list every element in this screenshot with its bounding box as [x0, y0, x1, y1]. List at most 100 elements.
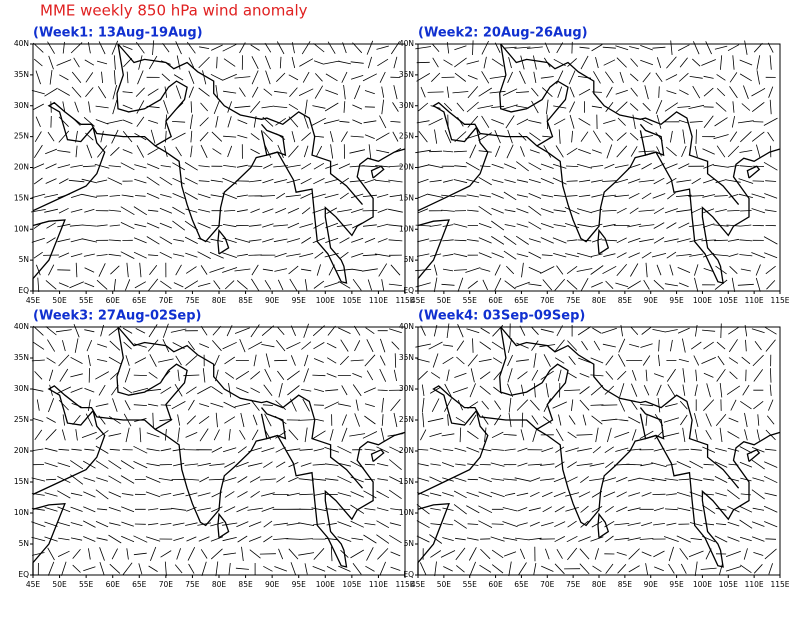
y-tick-label: 5N	[404, 539, 414, 548]
x-tick-label: 65E	[132, 296, 147, 305]
x-tick-label: 95E	[292, 580, 307, 589]
y-tick-label: 25N	[14, 132, 29, 141]
coastline	[746, 449, 761, 462]
x-tick-label: 95E	[292, 296, 307, 305]
y-tick-label: 15N	[399, 477, 414, 486]
x-tick-label: 65E	[514, 296, 529, 305]
x-tick-label: 70E	[159, 296, 174, 305]
y-tick-label: 10N	[14, 508, 29, 517]
y-tick-label: 20N	[14, 163, 29, 172]
x-tick-label: 85E	[618, 296, 633, 305]
coastline	[639, 123, 665, 157]
x-tick-label: 50E	[437, 296, 452, 305]
coastline	[217, 228, 230, 255]
x-tick-label: 55E	[79, 580, 94, 589]
coastline	[32, 385, 406, 568]
y-tick-label: 35N	[399, 353, 414, 362]
x-tick-label: 80E	[592, 296, 607, 305]
y-tick-label: 15N	[14, 193, 29, 202]
coastline	[116, 43, 188, 147]
coastline	[260, 123, 287, 157]
x-tick-label: 100E	[693, 580, 712, 589]
coastline	[417, 385, 781, 568]
y-tick-label: 15N	[399, 193, 414, 202]
x-tick-label: 75E	[566, 296, 581, 305]
y-tick-label: 20N	[399, 163, 414, 172]
x-tick-label: 85E	[618, 580, 633, 589]
y-tick-label: 40N	[14, 39, 29, 48]
y-tick-label: 20N	[14, 446, 29, 455]
x-tick-label: 115E	[395, 296, 414, 305]
x-tick-label: 45E	[26, 296, 41, 305]
wind-vectors	[30, 40, 403, 293]
x-tick-label: 45E	[411, 296, 426, 305]
coastline	[597, 512, 610, 539]
figure-title: MME weekly 850 hPa wind anomaly	[40, 2, 308, 20]
x-tick-label: 90E	[644, 296, 659, 305]
x-tick-label: 90E	[644, 580, 659, 589]
y-tick-label: EQ	[403, 570, 414, 579]
x-tick-label: 105E	[719, 580, 738, 589]
x-tick-label: 100E	[693, 296, 712, 305]
coastline	[217, 512, 230, 539]
wind-vectors	[31, 323, 404, 577]
y-tick-label: 25N	[399, 132, 414, 141]
x-tick-label: 90E	[265, 580, 280, 589]
panel-title: (Week2: 20Aug-26Aug)	[418, 26, 588, 41]
x-tick-label: 70E	[159, 580, 174, 589]
y-tick-label: 30N	[14, 384, 29, 393]
y-tick-label: 35N	[14, 353, 29, 362]
coastline	[370, 165, 385, 179]
x-tick-label: 80E	[592, 580, 607, 589]
y-tick-label: 40N	[399, 39, 414, 48]
wind-vectors	[415, 40, 778, 293]
x-tick-label: 105E	[342, 580, 361, 589]
x-tick-label: 115E	[770, 580, 789, 589]
y-tick-label: 10N	[399, 508, 414, 517]
x-tick-label: 100E	[316, 580, 335, 589]
x-tick-label: 110E	[745, 296, 764, 305]
x-tick-label: 80E	[212, 296, 227, 305]
y-tick-label: 10N	[14, 224, 29, 233]
x-tick-label: 105E	[719, 296, 738, 305]
x-tick-label: 65E	[132, 580, 147, 589]
x-tick-label: 65E	[514, 580, 529, 589]
x-tick-label: 75E	[566, 580, 581, 589]
y-tick-label: EQ	[18, 570, 29, 579]
panel-title: (Week3: 27Aug-02Sep)	[33, 309, 202, 324]
coastline	[117, 326, 363, 489]
x-tick-label: 50E	[437, 580, 452, 589]
y-tick-label: 30N	[14, 101, 29, 110]
y-tick-label: 5N	[19, 255, 29, 264]
y-tick-label: 15N	[14, 477, 29, 486]
y-tick-label: 30N	[399, 101, 414, 110]
x-tick-label: 60E	[106, 296, 121, 305]
x-tick-label: 60E	[488, 580, 503, 589]
y-tick-label: 35N	[14, 70, 29, 79]
coastline	[417, 101, 781, 284]
panel-title: (Week1: 13Aug-19Aug)	[33, 26, 203, 41]
y-tick-label: 20N	[399, 446, 414, 455]
x-tick-label: 55E	[463, 296, 478, 305]
coastline	[639, 407, 665, 440]
coastline	[746, 165, 761, 179]
x-tick-label: 95E	[669, 580, 684, 589]
x-tick-label: 60E	[106, 580, 121, 589]
coastline	[500, 326, 740, 489]
x-tick-label: 50E	[52, 580, 67, 589]
x-tick-label: 95E	[669, 296, 684, 305]
x-tick-label: 110E	[369, 580, 388, 589]
x-tick-label: 50E	[52, 296, 67, 305]
y-tick-label: EQ	[18, 286, 29, 295]
coastline	[117, 43, 363, 206]
y-tick-label: 25N	[14, 415, 29, 424]
coastline	[370, 449, 385, 463]
coastline	[597, 228, 610, 255]
coastline	[500, 43, 740, 206]
x-tick-label: 110E	[369, 296, 388, 305]
y-tick-label: 5N	[404, 255, 414, 264]
x-tick-label: 85E	[238, 580, 253, 589]
y-tick-label: EQ	[403, 286, 414, 295]
